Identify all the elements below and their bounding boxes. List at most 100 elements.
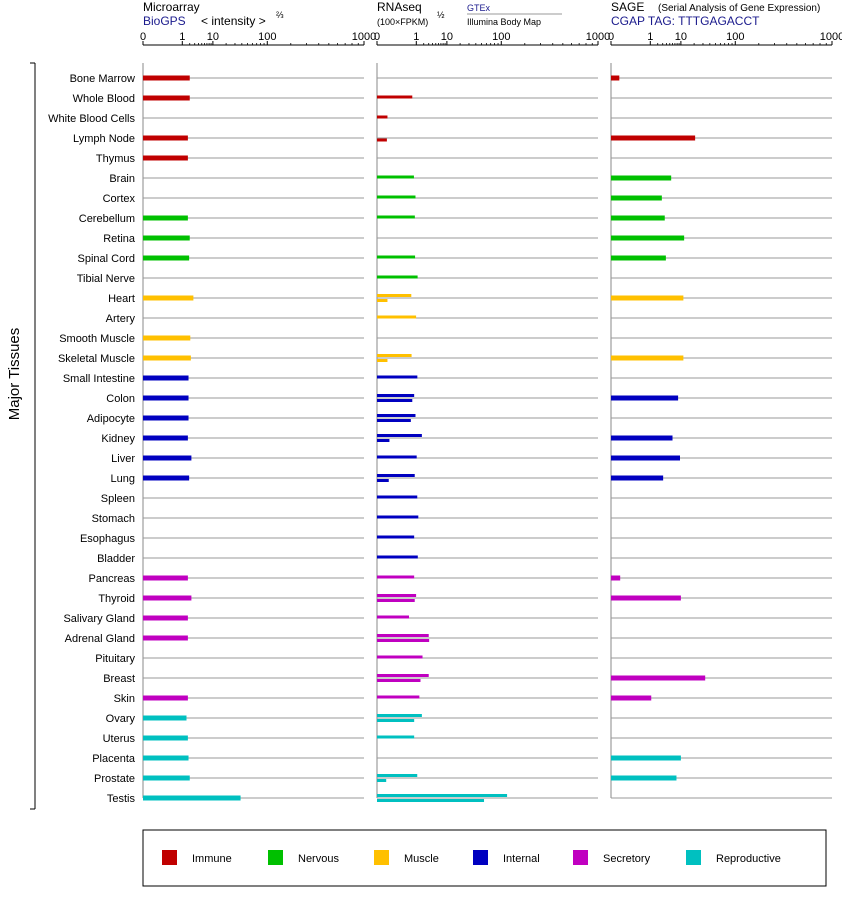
sage-bar <box>611 255 666 261</box>
rnaseq-tick-label: 100 <box>492 31 510 43</box>
microarray-title: Microarray <box>143 0 200 14</box>
tissue-label: Spinal Cord <box>78 253 135 265</box>
tissue-label: Esophagus <box>80 533 136 545</box>
tissue-label: Uterus <box>103 733 136 745</box>
rnaseq-unit: (100×FPKM) <box>377 17 428 27</box>
rnaseq-gtex-bar <box>377 115 388 119</box>
rnaseq-ibm-bar <box>377 679 421 682</box>
microarray-bar <box>143 695 188 701</box>
sage-tick-label: 1000 <box>820 31 842 43</box>
microarray-bar <box>143 415 189 421</box>
tissue-label: Kidney <box>101 433 135 445</box>
legend-swatch-reproductive <box>686 850 701 865</box>
rnaseq-ibm-bar <box>377 479 389 482</box>
tissue-label: Bladder <box>97 553 135 565</box>
rnaseq-ibm-bar <box>377 439 390 442</box>
microarray-bar <box>143 395 189 401</box>
tissue-label: Retina <box>103 233 136 245</box>
microarray-bar <box>143 155 188 161</box>
sage-bar <box>611 295 684 301</box>
legend-label-reproductive: Reproductive <box>716 853 781 865</box>
legend-label-muscle: Muscle <box>404 853 439 865</box>
microarray-bar <box>143 635 188 641</box>
tissue-label: Thyroid <box>98 593 135 605</box>
tissue-label: Bone Marrow <box>70 73 135 85</box>
sage-bar <box>611 175 672 181</box>
rnaseq-gtex-bar <box>377 555 418 559</box>
rnaseq-gtex-bar <box>377 474 415 477</box>
microarray-tick-label: 100 <box>258 31 276 43</box>
rnaseq-ibm-bar <box>377 299 388 302</box>
microarray-bar <box>143 95 190 101</box>
rnaseq-source-gtex: GTEx <box>467 3 491 13</box>
microarray-bar <box>143 335 191 341</box>
rnaseq-gtex-bar <box>377 535 415 539</box>
tissue-label: Colon <box>106 393 135 405</box>
rnaseq-gtex-bar <box>377 195 416 199</box>
microarray-bar <box>143 295 194 301</box>
tissue-label: Cerebellum <box>79 213 135 225</box>
rnaseq-ibm-bar <box>377 719 415 722</box>
rnaseq-gtex-bar <box>377 394 415 397</box>
rnaseq-ibm-bar <box>377 138 387 142</box>
tissue-label: Whole Blood <box>73 93 135 105</box>
tissue-label: Adrenal Gland <box>65 633 135 645</box>
microarray-tick-label: 10 <box>207 31 219 43</box>
rnaseq-gtex-bar <box>377 95 413 99</box>
microarray-bar <box>143 135 188 141</box>
microarray-bar <box>143 355 191 361</box>
microarray-bar <box>143 75 190 81</box>
sage-bar <box>611 435 673 441</box>
microarray-bar <box>143 735 188 741</box>
rnaseq-gtex-bar <box>377 414 416 417</box>
tissue-label: Brain <box>109 173 135 185</box>
rnaseq-ibm-bar <box>377 779 387 782</box>
sage-tick-label: 100 <box>726 31 744 43</box>
sage-bar <box>611 195 662 201</box>
rnaseq-source-ibm: Illumina Body Map <box>467 17 541 27</box>
sage-title: SAGE <box>611 0 644 14</box>
tissue-label: Artery <box>106 313 136 325</box>
sage-bar <box>611 775 677 781</box>
tissue-label: Liver <box>111 453 135 465</box>
rnaseq-gtex-bar <box>377 215 415 219</box>
group-label: Major Tissues <box>6 328 23 421</box>
rnaseq-tick-label: 0 <box>374 31 380 43</box>
tissue-label: Ovary <box>106 713 136 725</box>
tissue-label: Placenta <box>92 753 136 765</box>
microarray-bar <box>143 795 241 801</box>
rnaseq-gtex-bar <box>377 634 429 637</box>
rnaseq-gtex-bar <box>377 615 410 619</box>
sage-bar <box>611 675 706 681</box>
microarray-bar <box>143 595 192 601</box>
microarray-unit: < intensity > <box>201 14 266 28</box>
rnaseq-title: RNAseq <box>377 0 422 14</box>
sage-tag: CGAP TAG: TTTGAGACCT <box>611 14 760 28</box>
rnaseq-ibm-bar <box>377 599 415 602</box>
rnaseq-gtex-bar <box>377 275 418 279</box>
tissue-label: Salivary Gland <box>63 613 135 625</box>
tissue-label: Cortex <box>103 193 136 205</box>
sage-bar <box>611 575 621 581</box>
rnaseq-gtex-bar <box>377 794 508 797</box>
microarray-bar <box>143 375 189 381</box>
rnaseq-gtex-bar <box>377 175 414 179</box>
legend-swatch-muscle <box>374 850 389 865</box>
rnaseq-ibm-bar <box>377 639 430 642</box>
sage-bar <box>611 235 685 241</box>
tissue-label: Skin <box>114 693 135 705</box>
tissue-label: Smooth Muscle <box>59 333 135 345</box>
sage-bar <box>611 475 664 481</box>
sage-tick-label: 10 <box>675 31 687 43</box>
legend-swatch-nervous <box>268 850 283 865</box>
microarray-tick-label: 1 <box>179 31 185 43</box>
sage-bar <box>611 215 665 221</box>
rnaseq-gtex-bar <box>377 655 423 659</box>
tissue-label: Skeletal Muscle <box>58 353 135 365</box>
legend-label-immune: Immune <box>192 853 232 865</box>
microarray-bar <box>143 215 188 221</box>
sage-bar <box>611 595 681 601</box>
rnaseq-tick-label: 1000 <box>586 31 610 43</box>
rnaseq-ibm-bar <box>377 359 388 362</box>
